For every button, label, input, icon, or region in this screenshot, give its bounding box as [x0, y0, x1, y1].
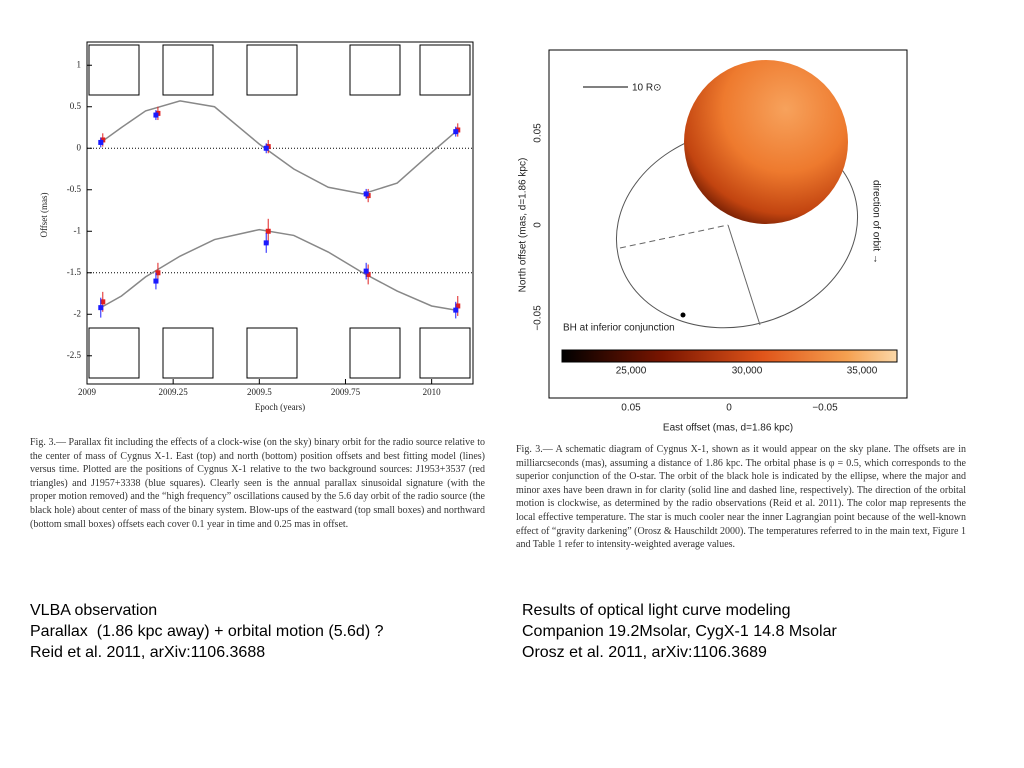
note-line: Parallax (1.86 kpc away) + orbital motio… — [30, 623, 384, 640]
y-tick-label: -0.5 — [67, 184, 82, 194]
data-point — [98, 305, 104, 311]
right-figure: 10 R⊙ BH at inferior conjunction directi… — [518, 49, 908, 434]
y-tick-label: 1 — [77, 59, 82, 69]
colorbar-label: 35,000 — [847, 366, 878, 377]
x-tick-label: 2009.5 — [247, 387, 272, 397]
data-point — [100, 299, 106, 305]
note-line: VLBA observation — [30, 602, 158, 619]
y-tick-label: -1.5 — [67, 267, 82, 277]
y-tick-label: 0.05 — [533, 123, 544, 143]
y-tick-label: 0.5 — [70, 101, 82, 111]
y-tick-label: 0 — [77, 142, 82, 152]
left-caption: Fig. 3.— Parallax fit including the effe… — [30, 437, 488, 530]
black-hole — [680, 312, 686, 318]
plot-frame — [86, 41, 474, 385]
data-point — [453, 307, 459, 313]
y-tick-label: -2.5 — [67, 350, 82, 360]
major-axis — [727, 224, 761, 326]
x-axis-title: East offset (mas, d=1.86 kpc) — [663, 423, 793, 434]
data-point — [263, 145, 269, 151]
colorbar-label: 30,000 — [732, 366, 763, 377]
plot-frame — [548, 49, 908, 399]
data-point — [98, 139, 104, 145]
data-point — [455, 303, 461, 309]
right-notes: Results of optical light curve modeling … — [522, 600, 837, 663]
note-line: Companion 19.2Msolar, CygX-1 14.8 Msolar — [522, 623, 837, 640]
note-line: Results of optical light curve modeling — [522, 602, 791, 619]
data-point — [363, 191, 369, 197]
data-point — [365, 271, 371, 277]
direction-label: direction of orbit → — [870, 180, 881, 264]
right-caption: Fig. 3.— A schematic diagram of Cygnus X… — [516, 444, 969, 551]
data-point — [153, 112, 159, 118]
left-figure: Epoch (years) Offset (mas) 2009 2009.25 20… — [39, 41, 474, 412]
colorbar — [561, 349, 898, 363]
bh-label: BH at inferior conjunction — [563, 323, 675, 334]
model-line — [100, 100, 457, 195]
y-axis-title: Offset (mas) — [39, 192, 49, 237]
x-axis-title: Epoch (years) — [255, 402, 305, 412]
x-tick-label: 2009.75 — [331, 387, 361, 397]
data-point — [155, 270, 161, 276]
x-tick-label: 2009.25 — [159, 387, 189, 397]
scale-label: 10 R⊙ — [632, 83, 662, 94]
data-point — [263, 240, 269, 246]
x-tick-label: 2010 — [423, 387, 442, 397]
minor-axis — [619, 224, 729, 249]
note-line: Orosz et al. 2011, arXiv:1106.3689 — [522, 644, 767, 661]
x-tick-label: 2009 — [78, 387, 97, 397]
x-tick-label: 0.05 — [621, 403, 641, 414]
figures: Epoch (years) Offset (mas) 2009 2009.25 20… — [39, 41, 908, 434]
data-point — [153, 278, 159, 284]
colorbar-label: 25,000 — [616, 366, 647, 377]
data-point — [453, 129, 459, 135]
y-tick-label: -2 — [74, 308, 82, 318]
x-tick-label: −0.05 — [812, 403, 838, 414]
inset-boxes — [88, 44, 471, 379]
y-axis-title: North offset (mas, d=1.86 kpc) — [518, 158, 529, 293]
model-line — [100, 228, 456, 311]
y-tick-label: −0.05 — [533, 305, 544, 331]
left-notes: VLBA observation Parallax (1.86 kpc away… — [30, 600, 384, 663]
x-tick-label: 0 — [726, 403, 732, 414]
y-tick-label: 0 — [533, 222, 544, 228]
note-line: Reid et al. 2011, arXiv:1106.3688 — [30, 644, 266, 661]
data-point — [363, 268, 369, 274]
data-point — [265, 228, 271, 234]
star — [684, 60, 848, 224]
y-tick-label: -1 — [74, 225, 82, 235]
